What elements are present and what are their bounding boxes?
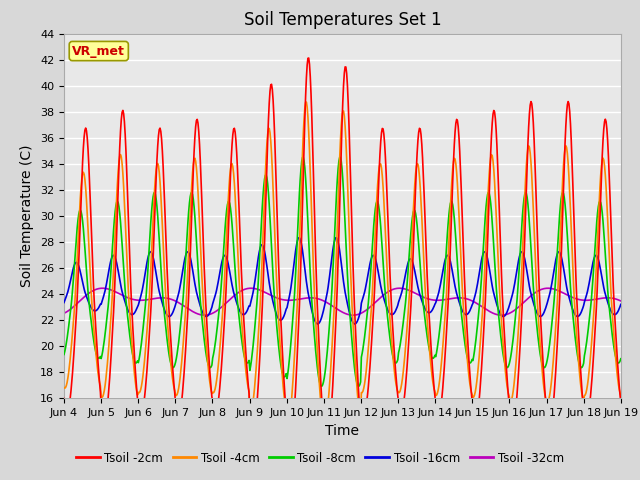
X-axis label: Time: Time (325, 424, 360, 438)
Legend: Tsoil -2cm, Tsoil -4cm, Tsoil -8cm, Tsoil -16cm, Tsoil -32cm: Tsoil -2cm, Tsoil -4cm, Tsoil -8cm, Tsoi… (71, 447, 569, 469)
Text: VR_met: VR_met (72, 45, 125, 58)
Y-axis label: Soil Temperature (C): Soil Temperature (C) (20, 145, 35, 287)
Title: Soil Temperatures Set 1: Soil Temperatures Set 1 (244, 11, 441, 29)
